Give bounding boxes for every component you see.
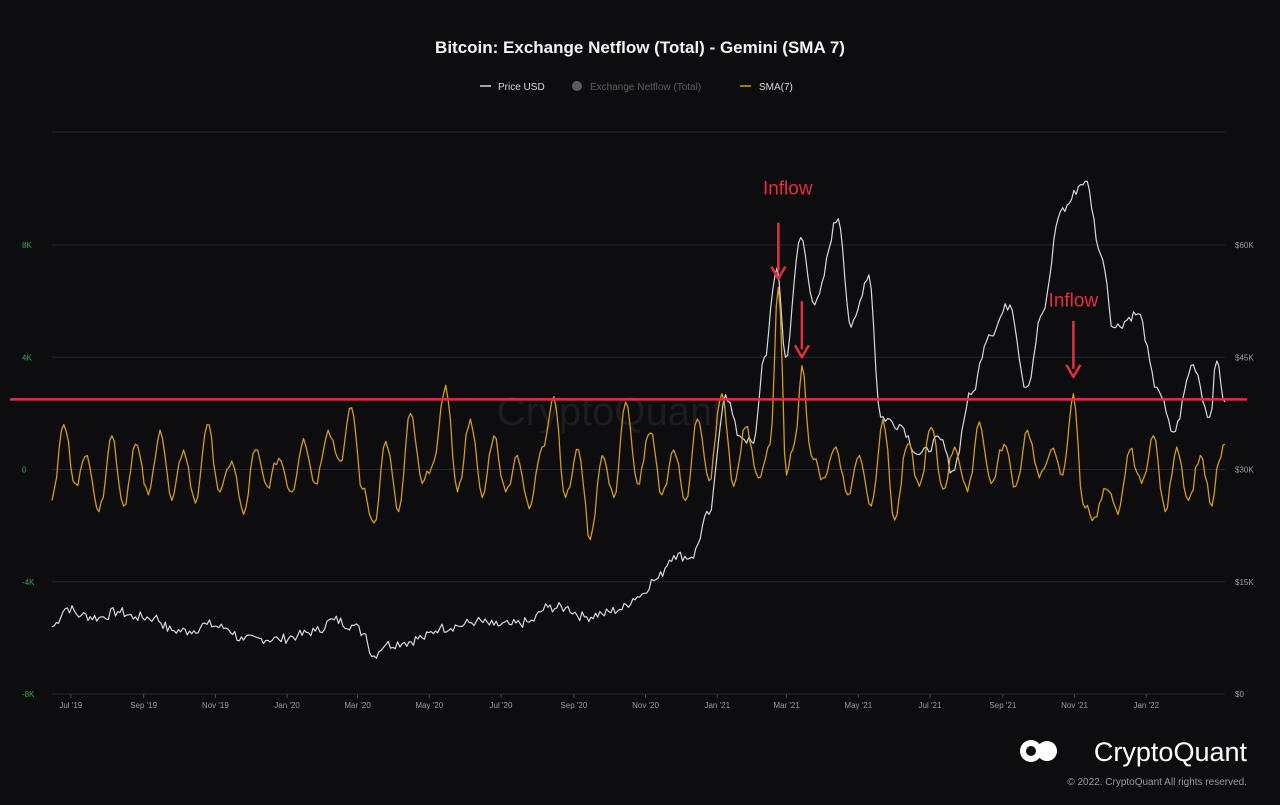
right-tick-label: $30K [1235, 466, 1254, 475]
left-tick-label: 4K [22, 353, 32, 362]
chart-title: Bitcoin: Exchange Netflow (Total) - Gemi… [435, 38, 845, 57]
x-tick-label: Nov '21 [1061, 701, 1088, 710]
right-tick-label: $15K [1235, 578, 1254, 587]
x-tick-label: Jan '21 [704, 701, 730, 710]
legend-item-price[interactable]: Price USD [480, 82, 545, 93]
x-tick-label: Nov '20 [632, 701, 659, 710]
x-tick-label: Jul '21 [919, 701, 942, 710]
logo-icon-inner [1026, 746, 1036, 756]
x-tick-label: Mar '20 [344, 701, 371, 710]
legend[interactable]: Price USD Exchange Netflow (Total) SMA(7… [480, 81, 793, 93]
x-tick-label: May '21 [844, 701, 872, 710]
annotation-label: Inflow [1049, 291, 1099, 312]
arrow-head [1065, 364, 1082, 379]
annotations: Inflow Inflow [763, 178, 1099, 379]
left-tick-label: -4K [22, 578, 35, 587]
legend-netflow-marker [572, 81, 582, 91]
x-tick-label: May '20 [415, 701, 443, 710]
watermark: CryptoQuant [497, 390, 724, 434]
x-tick-label: Jul '20 [490, 701, 513, 710]
left-tick-label: -8K [22, 690, 35, 699]
left-tick-label: 0 [22, 466, 27, 475]
legend-item-netflow[interactable]: Exchange Netflow (Total) [572, 81, 701, 93]
right-tick-label: $45K [1235, 353, 1254, 362]
right-tick-label: $60K [1235, 241, 1254, 250]
x-tick-label: Jan '20 [274, 701, 300, 710]
x-tick-label: Jul '19 [59, 701, 82, 710]
x-tick-label: Jan '22 [1133, 701, 1159, 710]
legend-price-label: Price USD [498, 82, 545, 93]
left-tick-label: 8K [22, 241, 32, 250]
brand-name: CryptoQuant [1094, 737, 1248, 767]
legend-sma-label: SMA(7) [759, 82, 793, 93]
arrow-head [770, 266, 787, 280]
x-tick-label: Sep '20 [560, 701, 587, 710]
arrow-head [793, 344, 810, 359]
x-tick-label: Mar '21 [773, 701, 800, 710]
copyright: © 2022. CryptoQuant All rights reserved. [1067, 777, 1247, 788]
x-tick-label: Nov '19 [202, 701, 229, 710]
legend-netflow-label: Exchange Netflow (Total) [590, 82, 701, 93]
logo-icon-dot [1037, 741, 1057, 761]
grid [52, 131, 1225, 695]
x-tick-label: Sep '21 [989, 701, 1016, 710]
price-line [51, 180, 1226, 659]
series-layer [51, 180, 1226, 659]
sma-line [51, 286, 1226, 541]
legend-item-sma[interactable]: SMA(7) [740, 82, 793, 93]
brand-logo [1020, 740, 1057, 762]
x-tick-label: Sep '19 [130, 701, 157, 710]
right-axis: $60K $45K $30K $15K $0 [1235, 241, 1254, 699]
left-axis: 8K 4K 0 -4K -8K [22, 241, 35, 699]
x-axis: Jul '19 Sep '19 Nov '19 Jan '20 Mar '20 May '… [59, 694, 1160, 710]
right-tick-label: $0 [1235, 690, 1244, 699]
annotation-label: Inflow [763, 178, 813, 199]
